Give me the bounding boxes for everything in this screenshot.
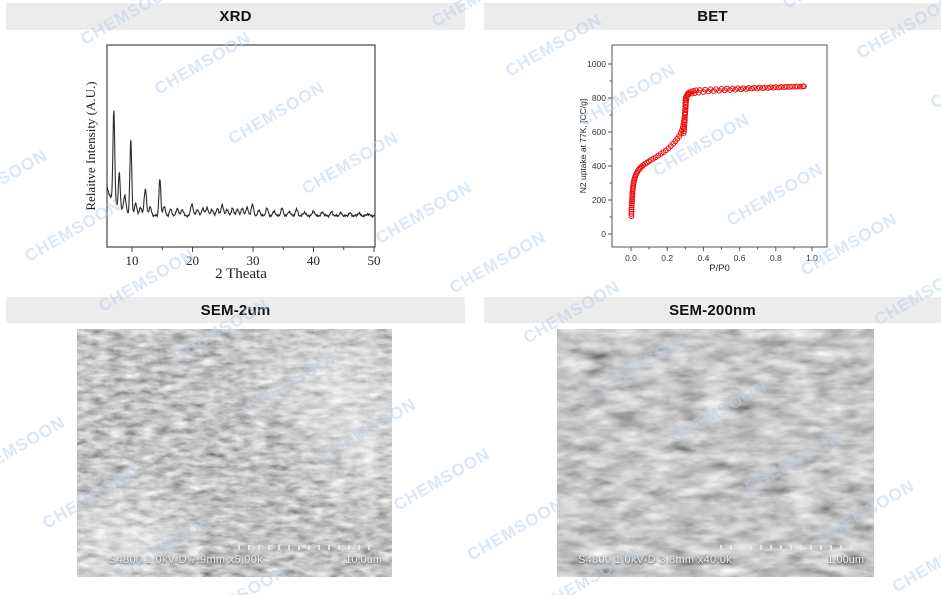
isotherm-point xyxy=(681,128,687,134)
isotherm-point xyxy=(734,85,741,92)
y-axis-tick-label: 600 xyxy=(592,127,606,137)
sem-2um-caption: S4800 1.0kV-D 7.9mm x5.00k xyxy=(109,554,263,566)
watermark-text: CHEMSOON xyxy=(390,444,494,515)
panel-header-xrd: XRD xyxy=(6,3,465,30)
x-axis-tick-label: 30 xyxy=(247,253,260,268)
isotherm-point xyxy=(783,83,790,90)
sem-2um-image: S4800 1.0kV-D 7.9mm x5.00k 10.0um xyxy=(77,329,392,577)
isotherm-point xyxy=(781,84,788,90)
isotherm-point xyxy=(724,85,730,92)
isotherm-point xyxy=(800,83,806,90)
watermark-text: CHEMSOON xyxy=(926,41,941,113)
panel-header-sem-2um: SEM-2um xyxy=(6,297,465,323)
isotherm-point xyxy=(729,85,736,92)
panel-title-bet: BET xyxy=(697,8,728,25)
isotherm-point xyxy=(772,84,779,90)
sem-2um-texture xyxy=(77,329,392,577)
sem-200nm-scale-label: 1.00um xyxy=(827,554,864,566)
isotherm-point xyxy=(702,86,709,93)
x-axis-tick-label: 20 xyxy=(186,253,199,268)
xrd-chart: 10 20 30 40 50 2 Theata Relaitve Intensity (A.… xyxy=(83,38,395,283)
xrd-plot: 10 20 30 40 50 2 Theata Relaitve Intensity (A.… xyxy=(83,44,381,282)
isotherm-point xyxy=(680,130,687,136)
isotherm-point xyxy=(786,84,793,90)
x-axis-tick-label: 0.8 xyxy=(770,253,782,263)
x-axis-tick-label: 0.2 xyxy=(661,253,673,263)
isotherm-point xyxy=(629,200,635,207)
watermark-text: CHEMSOON xyxy=(0,412,69,483)
isotherm-point xyxy=(693,87,700,94)
isotherm-point xyxy=(629,194,635,201)
sem-2um-scale-label: 10.0um xyxy=(345,554,382,566)
x-axis-label: 2 Theata xyxy=(215,266,267,282)
isotherm-point xyxy=(767,84,774,91)
isotherm-point xyxy=(628,202,635,209)
watermark-text: CHEMSOON xyxy=(888,525,941,595)
x-axis-tick-label: 50 xyxy=(368,253,381,268)
sem-scale-bar xyxy=(720,545,858,550)
watermark-text: CHEMSOON xyxy=(446,227,550,298)
panel-header-bet: BET xyxy=(484,3,941,30)
isotherm-point xyxy=(628,204,635,211)
panel-title-sem-2um: SEM-2um xyxy=(200,301,271,319)
x-axis-tick-label: 0.0 xyxy=(625,253,637,263)
y-axis-tick-label: 0 xyxy=(601,229,606,239)
isotherm-point xyxy=(776,84,782,91)
x-axis-label: P/P0 xyxy=(709,263,730,274)
isotherm-point xyxy=(751,84,758,91)
y-axis-tick-label: 200 xyxy=(592,195,606,205)
xrd-trace xyxy=(106,110,376,219)
isotherm-point xyxy=(762,84,768,91)
isotherm-point xyxy=(765,85,771,91)
isotherm-point xyxy=(707,86,714,93)
bet-chart: 0.0 0.2 0.4 0.6 0.8 1.0 0 200 400 600 800 1000 P/P0 N… xyxy=(570,40,850,275)
isotherm-point xyxy=(745,85,752,91)
panel-title-xrd: XRD xyxy=(219,8,252,25)
isotherm-point xyxy=(681,124,688,130)
isotherm-point xyxy=(794,83,801,90)
isotherm-point xyxy=(797,83,804,90)
isotherm-point xyxy=(778,84,785,90)
xrd-plot-frame xyxy=(106,44,376,248)
x-axis-tick-label: 0.4 xyxy=(697,253,709,263)
sem-200nm-caption: S4800 1.0kV-D 3.8mm x40.0k xyxy=(578,554,732,566)
isotherm-point xyxy=(683,95,690,102)
isotherm-point xyxy=(629,196,635,203)
bet-plot: 0.0 0.2 0.4 0.6 0.8 1.0 0 200 400 600 800 1000 P/P0 N… xyxy=(578,44,828,274)
sem-scale-bar xyxy=(238,545,376,550)
watermark-text: CHEMSOON xyxy=(463,493,568,565)
y-axis-label: Relaitve Intensity (A.U.) xyxy=(85,81,98,210)
x-axis-tick-label: 10 xyxy=(126,253,139,268)
y-axis-tick-label: 800 xyxy=(592,93,606,103)
isotherm-point xyxy=(770,84,777,91)
sem-200nm-texture xyxy=(557,329,874,577)
isotherm-point xyxy=(696,87,703,93)
bet-plot-frame xyxy=(611,44,828,248)
sem-200nm-image: S4800 1.0kV-D 3.8mm x40.0k 1.00um xyxy=(557,329,874,577)
isotherm-point xyxy=(792,83,799,90)
isotherm-point xyxy=(759,85,766,91)
isotherm-point xyxy=(718,85,725,92)
watermark-text: CHEMSOON xyxy=(0,145,51,217)
y-axis-tick-label: 400 xyxy=(592,161,606,171)
x-axis-tick-label: 40 xyxy=(307,253,320,268)
panel-title-sem-200nm: SEM-200nm xyxy=(669,301,756,319)
isotherm-point xyxy=(628,208,635,215)
isotherm-point xyxy=(713,86,720,93)
x-axis-tick-label: 1.0 xyxy=(806,253,818,263)
y-axis-label: N2 uptake at 77K, [CC/g] xyxy=(578,99,588,194)
x-axis-tick-label: 0.6 xyxy=(734,253,746,263)
y-axis-tick-label: 1000 xyxy=(587,59,606,69)
isotherm-point xyxy=(740,85,747,91)
isotherm-point xyxy=(681,126,687,132)
isotherm-point xyxy=(756,84,763,91)
isotherm-point xyxy=(789,83,796,90)
panel-header-sem-200nm: SEM-200nm xyxy=(484,297,941,323)
isotherm-point xyxy=(628,206,635,213)
